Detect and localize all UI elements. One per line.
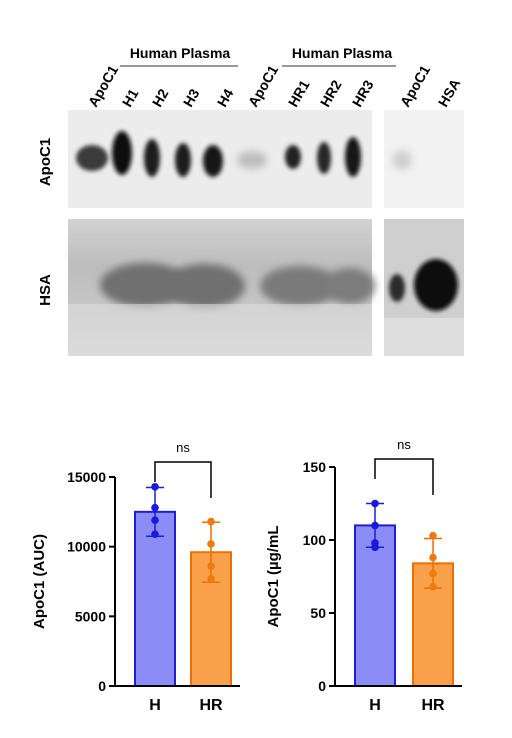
data-point bbox=[429, 582, 437, 591]
data-point bbox=[151, 530, 159, 538]
y-tick-label: 150 bbox=[303, 459, 327, 475]
lane-label-h2: H2 bbox=[149, 86, 172, 110]
data-point bbox=[207, 540, 215, 548]
data-point bbox=[151, 503, 159, 512]
data-point bbox=[151, 482, 159, 491]
y-axis-label: ApoC1 (µg/mL bbox=[265, 526, 282, 628]
data-point bbox=[207, 517, 215, 526]
y-tick-label: 15000 bbox=[67, 469, 106, 485]
hsa-blot-left bbox=[68, 219, 375, 356]
y-tick-label: 10000 bbox=[67, 539, 106, 555]
lane-label-h1: H1 bbox=[119, 86, 142, 110]
lane-label-h3: H3 bbox=[180, 86, 203, 110]
significance-bracket bbox=[154, 461, 212, 498]
data-point bbox=[371, 499, 379, 508]
group-label-2: Human Plasma bbox=[292, 45, 393, 61]
y-tick-label: 0 bbox=[318, 678, 326, 694]
western-blot-figure: Human Plasma Human Plasma ApoC1 H1 H2 H3… bbox=[37, 45, 464, 356]
data-point bbox=[207, 574, 215, 583]
lane-label-h4: H4 bbox=[214, 86, 237, 110]
group-label-1: Human Plasma bbox=[130, 45, 231, 61]
bar-h bbox=[134, 510, 176, 688]
x-tick-label-h: H bbox=[149, 697, 161, 714]
data-point bbox=[151, 516, 159, 524]
row-label-hsa: HSA bbox=[37, 274, 54, 306]
significance-bracket bbox=[374, 458, 434, 495]
y-tick-label: 50 bbox=[310, 605, 326, 621]
y-axis-label: ApoC1 (AUC) bbox=[31, 534, 48, 629]
y-tick-label: 100 bbox=[303, 532, 327, 548]
x-tick-label-hr: HR bbox=[421, 697, 445, 714]
hsa-blot-right bbox=[384, 219, 464, 356]
data-point bbox=[371, 521, 379, 530]
data-point bbox=[207, 562, 215, 570]
x-tick-label-hr: HR bbox=[199, 697, 223, 714]
x-tick-label-h: H bbox=[369, 697, 381, 714]
data-point bbox=[429, 569, 437, 578]
data-point bbox=[429, 553, 437, 562]
significance-label: ns bbox=[176, 440, 190, 455]
data-point bbox=[429, 531, 437, 540]
significance-label: ns bbox=[397, 437, 411, 452]
apoc1-blot-left bbox=[68, 110, 372, 208]
apoc1-blot-right bbox=[384, 110, 464, 208]
y-tick-label: 5000 bbox=[75, 608, 106, 624]
row-label-apoc1: ApoC1 bbox=[37, 138, 54, 186]
y-tick-label: 0 bbox=[98, 678, 106, 694]
data-point bbox=[371, 543, 379, 552]
